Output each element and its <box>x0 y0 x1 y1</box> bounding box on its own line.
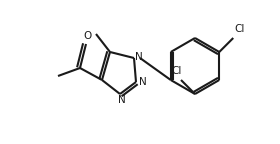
Text: Cl: Cl <box>234 24 244 34</box>
Text: N: N <box>118 95 126 105</box>
Text: N: N <box>135 52 143 62</box>
Text: O: O <box>83 31 91 41</box>
Text: Cl: Cl <box>172 66 182 76</box>
Text: N: N <box>139 77 147 87</box>
